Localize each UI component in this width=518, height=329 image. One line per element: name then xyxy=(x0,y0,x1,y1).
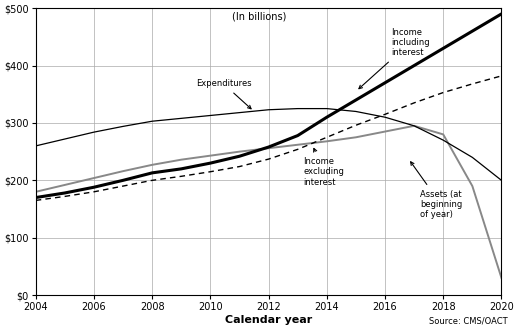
Text: Income
including
interest: Income including interest xyxy=(359,28,429,89)
X-axis label: Calendar year: Calendar year xyxy=(225,315,312,325)
Text: Income
excluding
interest: Income excluding interest xyxy=(304,148,344,187)
Text: Expenditures: Expenditures xyxy=(196,79,251,109)
Text: Assets (at
beginning
of year): Assets (at beginning of year) xyxy=(411,162,462,219)
Text: (In billions): (In billions) xyxy=(232,12,286,21)
Text: Source: CMS/OACT: Source: CMS/OACT xyxy=(429,317,508,326)
